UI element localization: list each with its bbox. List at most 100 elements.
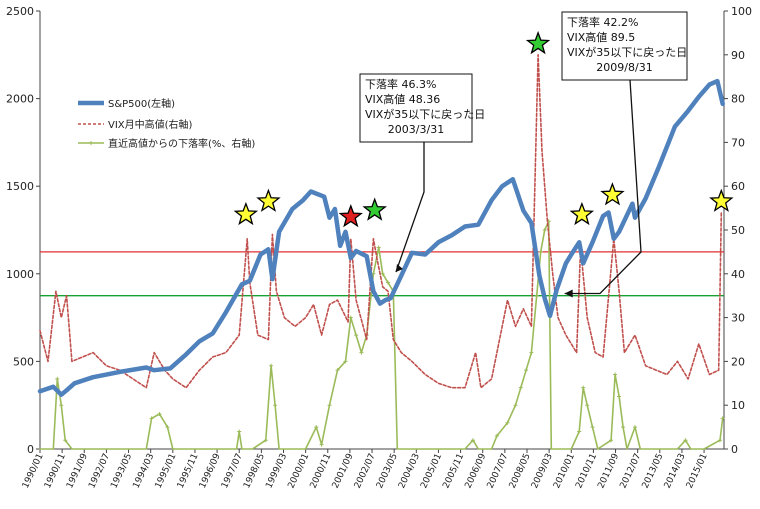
y-left-tick-label: 1500 (6, 180, 34, 193)
series-point (348, 315, 353, 320)
y-right-tick-label: 10 (731, 399, 745, 412)
series-point (609, 438, 614, 443)
series-point (633, 425, 638, 430)
series-point (617, 394, 622, 399)
x-tick-label: 2007/07 (486, 452, 511, 490)
x-tick-label: 2010/11 (574, 452, 599, 490)
series-point (542, 228, 547, 232)
series-point (165, 425, 170, 430)
x-tick-label: 1991/09 (65, 452, 90, 490)
x-tick-label: 1992/07 (87, 452, 112, 490)
series-point (269, 363, 274, 368)
x-tick-label: 1999/03 (264, 452, 289, 490)
annotation-arrowhead (395, 263, 403, 272)
series-point (343, 359, 348, 364)
annotation-text: 2003/3/31 (388, 123, 444, 136)
series-point (505, 420, 510, 425)
annotation-box (561, 11, 688, 81)
y-right-tick-label: 60 (731, 180, 745, 193)
annotations: 下落率 46.3%VIX高値 48.36VIXが35以下に戻った日2003/3/… (359, 11, 688, 298)
y-right-tick-label: 80 (731, 93, 745, 106)
annotation-text: VIX高値 48.36 (365, 92, 440, 106)
y-right-tick-label: 40 (731, 268, 745, 281)
series-point (55, 376, 60, 381)
series-point (513, 403, 518, 408)
series-point (581, 385, 586, 390)
series-point (529, 350, 534, 355)
x-tick-label: 1995/01 (154, 452, 179, 490)
star-marker (600, 182, 625, 206)
annotation-text: VIXが35以下に戻った日 (567, 45, 687, 59)
legend: S&P500(左軸) VIX月中高値(右軸) 直近高値からの下落率(%、右軸) (78, 97, 255, 150)
x-tick-label: 2010/01 (552, 452, 577, 490)
y-left-tick-label: 500 (13, 355, 34, 368)
legend-label-0: S&P500(左軸) (108, 97, 175, 110)
star-marker (569, 201, 595, 226)
series-point (263, 438, 268, 443)
y-right-tick-label: 20 (731, 355, 745, 368)
star-marker (233, 201, 259, 226)
x-tick-label: 2001/09 (331, 452, 356, 490)
y-right-tick-label: 0 (731, 443, 738, 456)
x-tick-label: 2004/03 (397, 452, 422, 490)
legend-label-1: VIX月中高値(右軸) (108, 118, 193, 131)
x-tick-label: 2014/03 (663, 452, 688, 490)
x-tick-label: 2009/03 (530, 452, 555, 490)
series-point (518, 385, 523, 390)
series-point (273, 403, 278, 408)
series-point (590, 425, 595, 430)
y-right-tick-label: 90 (731, 49, 745, 62)
x-tick-label: 1997/07 (220, 452, 245, 490)
star-marker (338, 204, 363, 228)
y-left-tick-label: 1000 (6, 268, 34, 281)
x-tick-label: 2000/01 (286, 452, 311, 490)
annotation-text: 下落率 42.2% (567, 15, 638, 29)
series-point (538, 249, 543, 254)
series-point (718, 438, 723, 443)
star-marker (362, 197, 387, 221)
x-tick-label: 1994/03 (132, 452, 157, 490)
series-point (314, 425, 319, 430)
series-line-2 (39, 220, 724, 450)
series-point (59, 403, 64, 408)
series-point (380, 271, 385, 276)
series-point (683, 438, 688, 443)
x-tick-label: 1996/09 (198, 452, 223, 490)
annotation-text: 2009/8/31 (596, 61, 652, 74)
x-tick-label: 1990/11 (43, 452, 68, 490)
series-point (63, 438, 68, 443)
x-tick-label: 2005/11 (441, 452, 466, 490)
series-point (621, 425, 626, 430)
series-point (359, 350, 364, 355)
annotation-arrowhead (564, 289, 573, 298)
x-tick-label: 2013/05 (641, 452, 666, 490)
annotation-text: VIX高値 89.5 (567, 30, 635, 44)
series-point (335, 368, 340, 373)
x-tick-label: 2015/01 (685, 452, 710, 490)
x-tick-label: 1995/11 (176, 452, 201, 490)
reference-lines (40, 251, 724, 297)
series-point (534, 293, 539, 298)
x-tick-label: 1993/05 (109, 452, 134, 490)
star-marker (709, 188, 734, 212)
series-point (524, 368, 529, 373)
y-right-tick-label: 70 (731, 136, 745, 149)
series-point (494, 433, 499, 438)
x-tick-label: 2012/07 (619, 452, 644, 490)
x-tick-label: 2011/09 (596, 452, 621, 490)
legend-label-2: 直近高値からの下落率(%、右軸) (108, 137, 255, 150)
y-left-tick-label: 2000 (6, 93, 34, 106)
annotation-box (359, 73, 473, 143)
series-point (585, 403, 590, 408)
series-point (149, 416, 154, 421)
legend-marker (89, 141, 93, 145)
series-point (157, 411, 162, 416)
series-point (237, 429, 242, 434)
x-tick-label: 2005/01 (419, 452, 444, 490)
x-tick-label: 2008/05 (508, 452, 533, 490)
star-marker (256, 188, 281, 212)
star-marker (525, 30, 551, 55)
series-line-0 (37, 78, 725, 397)
y-right-tick-label: 30 (731, 312, 745, 325)
